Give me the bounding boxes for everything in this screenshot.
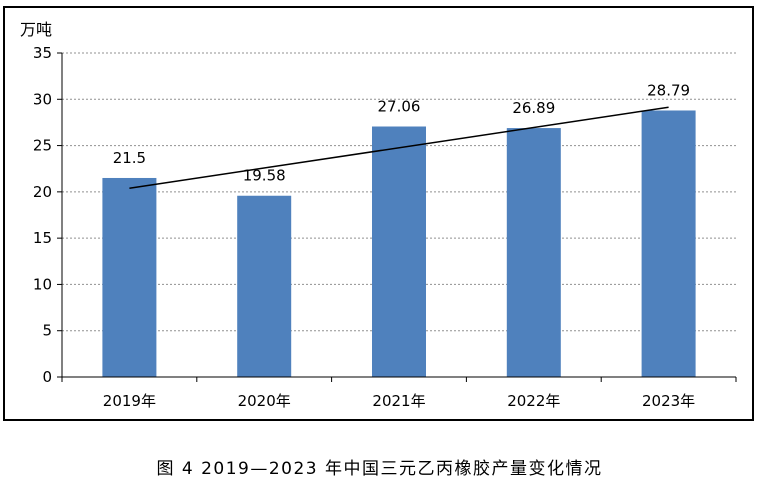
trendline-group: [129, 106, 669, 190]
y-tick-label: 5: [42, 322, 52, 340]
y-tick-label: 15: [33, 229, 52, 247]
x-tick-label: 2019年: [103, 392, 156, 410]
y-axis-unit-label: 万吨: [20, 20, 52, 39]
data-label: 26.89: [512, 99, 555, 117]
data-label: 27.06: [378, 98, 421, 116]
axes: 0 5 10 15 20 25 30 35 2019年 2020年 2021年 2022年 2023年: [33, 44, 737, 410]
data-labels: 21.5 19.58 27.06 26.89 28.79: [113, 81, 690, 184]
bars: [102, 110, 696, 378]
y-tick-label: 20: [33, 183, 52, 201]
trendline: [129, 106, 669, 190]
bar: [506, 128, 561, 377]
y-tick-label: 0: [42, 368, 52, 386]
bar: [372, 126, 426, 378]
data-label: 21.5: [113, 149, 146, 167]
y-tick-label: 10: [33, 275, 52, 293]
y-tick-label: 35: [33, 44, 52, 62]
x-tick-label: 2020年: [238, 392, 291, 410]
y-tick-label: 30: [33, 90, 52, 108]
figure-caption: 图 4 2019—2023 年中国三元乙丙橡胶产量变化情况: [156, 459, 603, 479]
bar: [102, 177, 157, 377]
data-label: 28.79: [647, 81, 690, 99]
x-tick-label: 2023年: [642, 392, 695, 410]
x-tick-label: 2022年: [507, 392, 560, 410]
bar: [641, 110, 696, 378]
bar: [237, 195, 292, 377]
data-label: 19.58: [243, 167, 286, 185]
x-tick-label: 2021年: [372, 392, 425, 410]
y-tick-label: 25: [33, 137, 52, 155]
